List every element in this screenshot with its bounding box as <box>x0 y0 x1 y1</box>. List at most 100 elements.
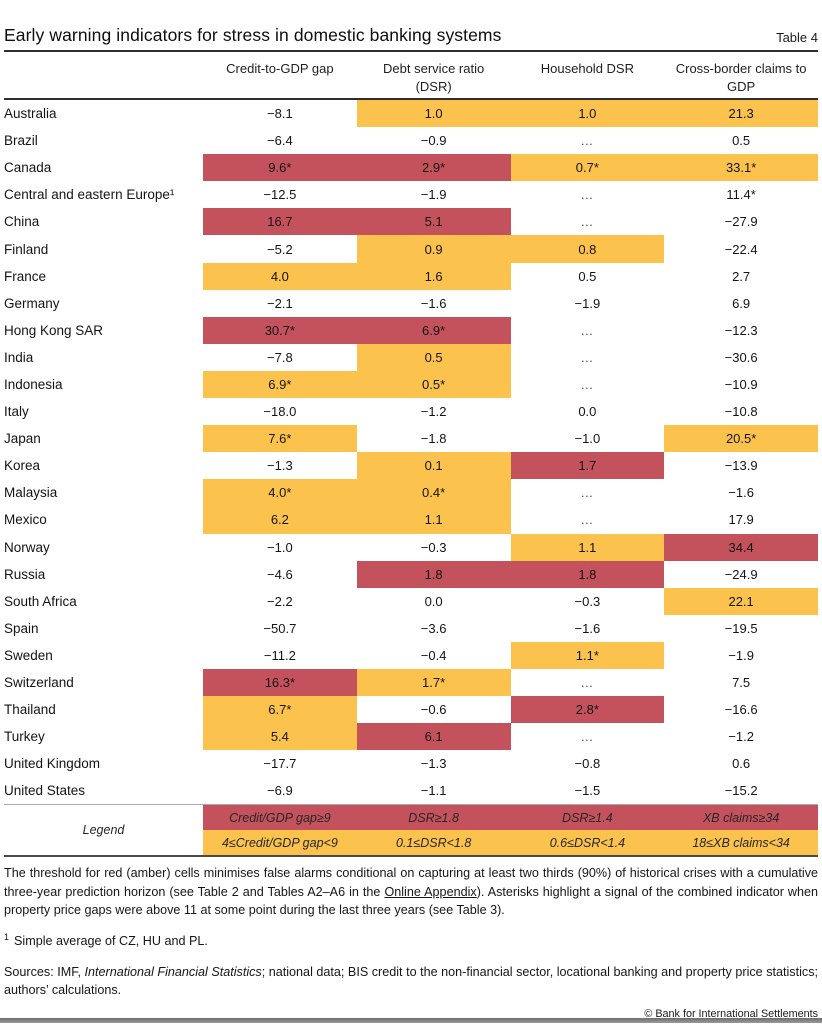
table-title: Early warning indicators for stress in d… <box>4 25 502 45</box>
value-cell: … <box>580 675 595 691</box>
table-row: Italy −18.0 −1.2 0.0 −10.8 <box>4 398 818 425</box>
value-cell: 22.1 <box>664 587 818 615</box>
footnote-1-marker: 1 <box>4 931 10 942</box>
table-body: Australia −8.1 1.0 1.0 21.3 Brazil −6.4 −0.9… 0.… <box>4 99 818 805</box>
table-number: Table 4 <box>776 30 818 45</box>
value-cell: … <box>580 214 595 230</box>
value-cell: −1.9 <box>728 647 754 663</box>
country-label: Turkey <box>4 729 45 745</box>
table-head: Credit-to-GDP gap Debt service ratio (DS… <box>4 52 818 100</box>
value-cell: 6.9* <box>203 370 357 399</box>
value-cell: 0.5 <box>732 133 751 149</box>
value-cell: −27.9 <box>724 214 758 230</box>
value-cell: 7.5 <box>732 675 751 691</box>
value-cell: −7.8 <box>267 349 293 365</box>
footnote-1: 1 Simple average of CZ, HU and PL. <box>4 932 818 950</box>
value-cell: 0.0 <box>578 404 597 420</box>
value-cell: −15.2 <box>724 783 758 799</box>
value-cell: 33.1* <box>664 154 818 182</box>
sources-text: Sources: IMF, <box>4 965 85 980</box>
table-header-row: Early warning indicators for stress in d… <box>4 0 818 46</box>
table-row: Central and eastern Europe¹ −12.5 −1.9 … 11.… <box>4 181 818 208</box>
value-cell: −2.2 <box>267 593 293 609</box>
country-label: Norway <box>4 539 50 555</box>
value-cell: −1.3 <box>420 756 447 772</box>
value-cell: −1.2 <box>728 729 754 745</box>
table-row: Korea −1.3 0.1 1.7 −13.9 <box>4 452 818 480</box>
value-cell: … <box>580 322 595 338</box>
value-cell: −10.8 <box>724 404 758 420</box>
table-row: Sweden −11.2 −0.4 1.1* −1.9 <box>4 641 818 669</box>
value-cell: −1.6 <box>420 295 447 311</box>
value-cell: 6.1 <box>356 723 511 751</box>
column-header-credit-gap: Credit-to-GDP gap <box>203 52 357 100</box>
country-label: India <box>4 349 34 365</box>
value-cell: 6.9* <box>356 316 511 344</box>
value-cell: … <box>580 729 595 745</box>
value-cell: −2.1 <box>267 295 293 311</box>
value-cell: 34.4 <box>664 533 818 561</box>
value-cell: 0.0 <box>424 593 443 609</box>
country-label: Russia <box>4 566 46 582</box>
value-cell: −0.8 <box>574 756 601 772</box>
value-cell: −0.6 <box>420 702 447 718</box>
value-cell: 7.6* <box>203 425 357 453</box>
country-label: Hong Kong SAR <box>4 322 104 338</box>
value-cell: 0.9 <box>356 235 511 263</box>
table-row: Japan 7.6* −1.8 −1.0 20.5* <box>4 425 818 453</box>
table-row: Switzerland 16.3* 1.7* … 7.5 <box>4 668 818 697</box>
value-cell: 5.1 <box>356 208 511 236</box>
value-cell: −1.5 <box>574 783 601 799</box>
value-cell: −16.6 <box>724 702 758 718</box>
legend-amber-household-dsr: 0.6≤DSR<1.4 <box>510 830 665 858</box>
country-label: Germany <box>4 295 60 311</box>
legend-amber-xb-claims: 18≤XB claims<34 <box>664 830 818 858</box>
country-label: Spain <box>4 620 39 636</box>
value-cell: 1.1 <box>510 533 665 561</box>
value-cell: … <box>580 349 595 365</box>
country-label: Korea <box>4 458 41 474</box>
value-cell: −30.6 <box>724 349 758 365</box>
legend-amber-dsr: 0.1≤DSR<1.8 <box>356 830 511 858</box>
value-cell: −50.7 <box>263 620 297 636</box>
country-label: Finland <box>4 241 49 257</box>
value-cell: −10.9 <box>724 376 758 392</box>
table-row: South Africa −2.2 0.0 −0.3 22.1 <box>4 587 818 615</box>
value-cell: 6.7* <box>203 696 357 724</box>
legend-red-xb-claims: XB claims≥34 <box>664 804 818 831</box>
country-label: Central and eastern Europe¹ <box>4 187 175 203</box>
table-row: United States −6.9 −1.1 −1.5 −15.2 <box>4 777 818 805</box>
table-row: Thailand 6.7* −0.6 2.8* −16.6 <box>4 696 818 724</box>
value-cell: 2.9* <box>356 154 511 182</box>
value-cell: −1.9 <box>420 187 447 203</box>
value-cell: 0.5 <box>356 343 511 371</box>
country-label: Italy <box>4 404 29 420</box>
online-appendix-link[interactable]: Online Appendix <box>384 884 477 899</box>
value-cell: −1.6 <box>728 485 754 501</box>
value-cell: 0.1 <box>356 452 511 480</box>
value-cell: −24.9 <box>724 566 758 582</box>
indicators-table: Credit-to-GDP gap Debt service ratio (DS… <box>4 52 818 858</box>
threshold-note: The threshold for red (amber) cells mini… <box>4 864 818 919</box>
value-cell: 2.8* <box>510 696 665 724</box>
value-cell: 0.4* <box>356 479 511 507</box>
table-row: United Kingdom −17.7 −1.3 −0.8 0.6 <box>4 750 818 777</box>
column-header-household-dsr: Household DSR <box>510 52 665 100</box>
country-label: Mexico <box>4 512 47 528</box>
value-cell: 0.6 <box>732 756 751 772</box>
table-row: Russia −4.6 1.8 1.8 −24.9 <box>4 560 818 588</box>
value-cell: −1.0 <box>267 539 293 555</box>
value-cell: −3.6 <box>420 620 447 636</box>
value-cell: 0.5* <box>356 370 511 399</box>
value-cell: −5.2 <box>267 241 293 257</box>
value-cell: 4.0 <box>203 262 357 290</box>
value-cell: 1.8 <box>356 560 511 588</box>
legend-amber-row: 4≤Credit/GDP gap<9 0.1≤DSR<1.8 0.6≤DSR<1… <box>4 830 818 858</box>
value-cell: −0.3 <box>574 593 601 609</box>
sources-text-end: ; national data; BIS credit to the non-f… <box>4 965 818 998</box>
sources-note: Sources: IMF, International Financial St… <box>4 963 818 999</box>
legend-red-household-dsr: DSR≥1.4 <box>510 804 665 831</box>
table-row: China 16.7 5.1 … −27.9 <box>4 208 818 236</box>
value-cell: 16.7 <box>203 208 357 236</box>
value-cell: −1.1 <box>420 783 447 799</box>
